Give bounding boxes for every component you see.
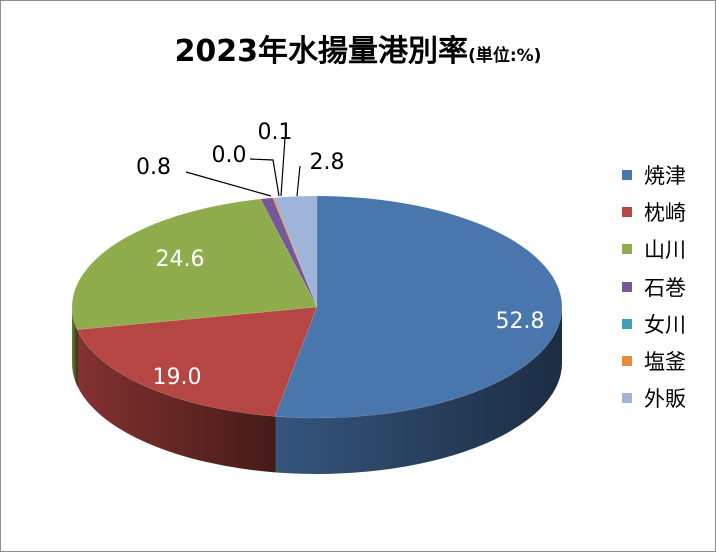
legend-label: 山川 (644, 238, 686, 263)
data-label-山川: 24.6 (156, 247, 205, 272)
legend-item: 石巻 (622, 268, 686, 305)
legend-swatch (622, 281, 632, 292)
leader-line-女川 (249, 158, 280, 197)
legend-item: 山川 (622, 231, 686, 268)
pie-top-faces (71, 195, 563, 419)
chart-legend: 焼津枕崎山川石巻女川塩釜外販 (622, 156, 686, 417)
chart-title: 2023年水揚量港別率(単位:%) (0, 26, 716, 70)
legend-swatch (622, 393, 632, 404)
legend-swatch (622, 169, 632, 180)
leader-line-塩釜 (280, 137, 286, 197)
data-label-石巻: 0.8 (136, 155, 171, 180)
data-label-外販: 2.8 (310, 150, 345, 175)
legend-swatch (622, 244, 632, 255)
legend-swatch (622, 206, 632, 217)
legend-label: 焼津 (644, 163, 686, 188)
legend-label: 枕崎 (644, 200, 686, 225)
pie-slice-枕崎 (76, 306, 318, 417)
pie-slice-石巻 (260, 197, 318, 308)
legend-label: 外販 (644, 387, 686, 412)
pie-data-labels: 52.8 19.0 24.6 0.8 0.0 0.1 2.8 (136, 120, 544, 390)
legend-swatch (622, 356, 632, 367)
legend-swatch (622, 318, 632, 329)
legend-item: 塩釜 (622, 342, 686, 379)
legend-item: 焼津 (622, 156, 686, 193)
data-label-女川: 0.0 (212, 143, 247, 168)
data-label-塩釜: 0.1 (258, 120, 293, 145)
data-label-焼津: 52.8 (496, 309, 545, 334)
pie-side-walls (72, 307, 562, 475)
pie-side-焼津 (274, 307, 562, 475)
pie-slice-外販 (273, 195, 318, 308)
legend-label: 石巻 (644, 275, 686, 300)
legend-item: 女川 (622, 305, 686, 342)
legend-label: 塩釜 (644, 350, 686, 375)
pie-slice-塩釜 (272, 197, 318, 308)
pie-side-枕崎 (77, 329, 275, 473)
chart-title-unit: (単位:%) (468, 46, 542, 66)
data-label-枕崎: 19.0 (153, 365, 202, 390)
leader-line-石巻 (185, 171, 272, 197)
pie-slice-山川 (71, 198, 318, 330)
pie-side-山川 (72, 307, 78, 386)
legend-item: 枕崎 (622, 193, 686, 230)
legend-label: 女川 (644, 312, 686, 337)
leader-line-外販 (296, 165, 301, 197)
chart-title-main: 2023年水揚量港別率 (174, 34, 469, 69)
pie-slice-焼津 (274, 195, 563, 419)
legend-item: 外販 (622, 380, 686, 417)
